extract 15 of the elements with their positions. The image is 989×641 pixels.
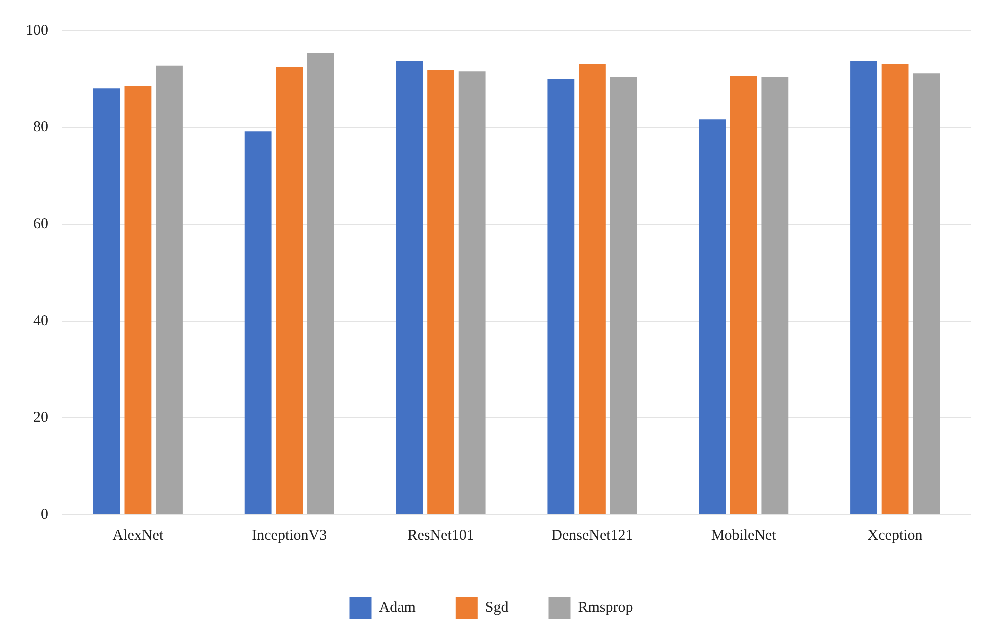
legend-label: Sgd <box>485 600 510 616</box>
x-tick-label: DenseNet121 <box>552 528 634 544</box>
x-tick-label: Xception <box>868 528 924 544</box>
x-tick-label: MobileNet <box>711 528 778 544</box>
y-tick-label: 0 <box>41 506 48 523</box>
y-tick-label: 80 <box>34 120 48 136</box>
legend-label: Rmsprop <box>578 600 634 616</box>
x-tick-label: InceptionV3 <box>252 528 328 544</box>
y-tick-label: 40 <box>34 313 48 330</box>
y-tick-label: 100 <box>26 22 48 39</box>
legend-label: Adam <box>379 600 416 616</box>
y-tick-label: 20 <box>34 410 48 426</box>
y-tick-label: 60 <box>34 216 48 233</box>
x-tick-label: ResNet101 <box>408 528 474 544</box>
x-tick-label: AlexNet <box>112 528 164 544</box>
